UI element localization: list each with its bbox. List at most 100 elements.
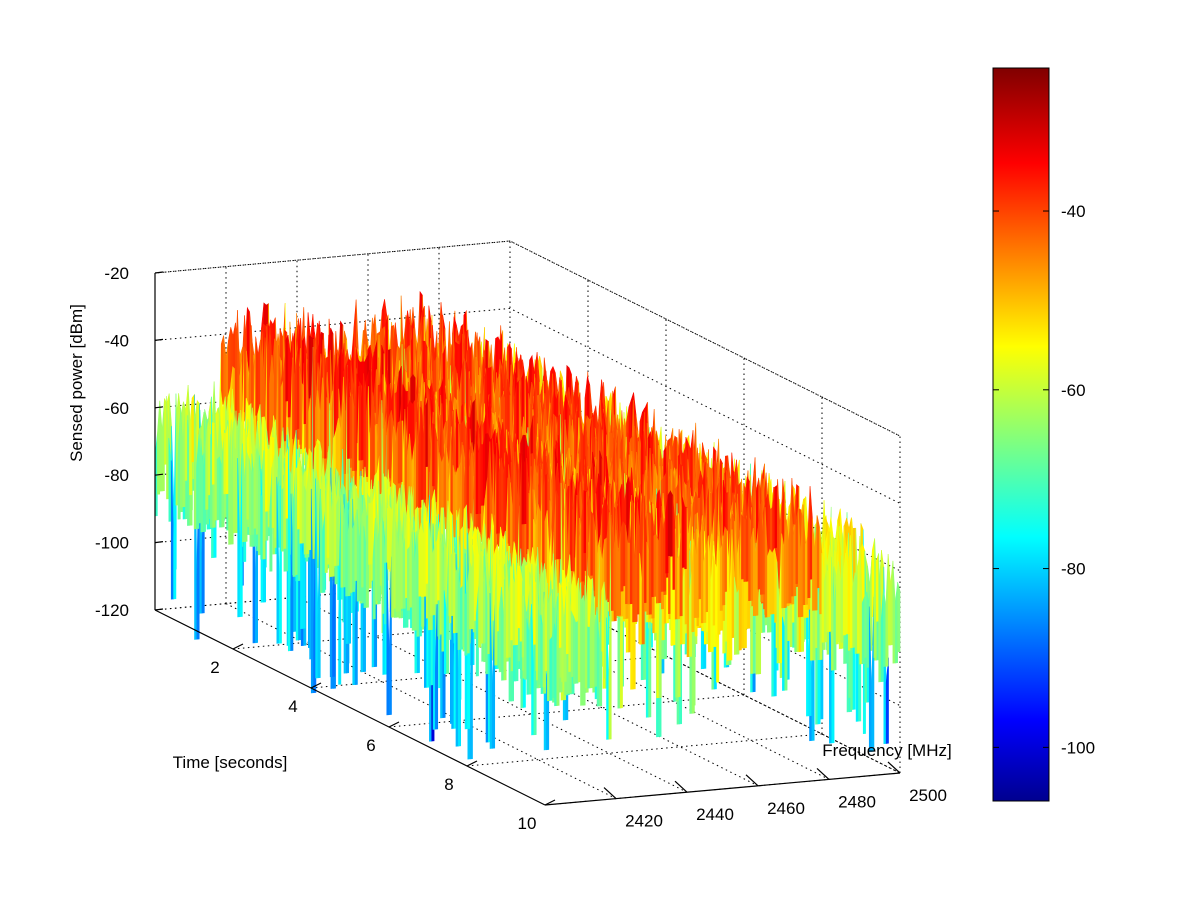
surface-patch [308,334,312,399]
surface-patch [590,509,594,576]
surface-patch [558,482,562,560]
surface-patch [478,444,482,514]
surface-patch [219,456,223,528]
surface-patch [212,422,216,485]
surface-patch [388,410,392,479]
surface-patch [512,579,516,646]
surface-patch [207,418,211,496]
surface-patch [368,503,372,565]
surface-patch [349,393,353,459]
surface-patch [572,496,576,571]
surface-patch [157,400,161,495]
surface-patch [189,400,193,496]
surface-patch [432,543,436,616]
surface-patch [255,336,259,416]
spectrum-surface [154,290,901,760]
surface-patch [267,447,271,512]
surface-patch [510,566,514,641]
surface-patch [280,487,284,552]
surface-patch [583,490,587,554]
surface-patch [354,509,358,582]
surface-patch [397,420,401,484]
surface-patch [230,421,234,545]
surface-patch [537,609,541,685]
surface-patch [407,545,411,611]
surface-patch [269,467,273,572]
surface-patch [297,457,301,530]
surface-patch [498,457,502,534]
surface-patch [386,505,390,570]
surface-patch [448,539,452,617]
surface-patch [482,569,486,644]
surface-patch [361,516,365,588]
surface-patch [460,585,464,650]
surface-patch [517,564,521,629]
surface-patch [253,453,257,529]
surface-patch [377,524,381,601]
surface-patch [299,367,303,445]
surface-patch [225,421,229,495]
surface-patch [182,409,186,508]
surface-patch [402,537,406,609]
surface-patch [425,398,429,467]
surface-patch [425,520,429,584]
surface-patch [262,432,266,560]
surface-patch [239,443,243,617]
surface-patch [455,567,459,634]
surface-patch [434,538,438,605]
surface-patch [400,420,404,483]
surface-patch [251,467,255,535]
surface-patch [432,423,436,487]
surface-patch [533,576,537,645]
surface-patch [303,353,307,425]
z-gridline [154,240,901,437]
surface-patch [358,386,362,461]
surface-patch [540,622,544,688]
surface-patch [384,562,388,625]
surface-patch [423,520,427,597]
surface-patch [434,425,438,503]
surface-patch [555,490,559,560]
surface-patch [464,591,468,656]
surface-patch [521,595,525,658]
surface-patch [336,497,340,566]
surface-patch [248,458,252,536]
surface-patch [271,455,275,529]
surface-patch [184,409,188,481]
surface-patch [443,447,447,518]
surface-patch [220,335,224,405]
surface-patch [480,444,484,506]
surface-patch [196,434,200,530]
surface-patch [351,394,355,472]
surface-patch [469,561,473,630]
surface-patch [294,348,298,439]
surface-patch [523,457,527,525]
surface-patch [161,398,165,492]
surface-patch [471,559,475,630]
surface-patch [285,446,289,519]
surface-patch [303,485,307,555]
surface-patch [592,514,596,591]
surface-patch [526,618,530,695]
surface-patch [283,340,287,442]
time-floor-gridline [466,733,823,767]
surface-patch [159,400,163,492]
surface-patch [285,334,289,402]
surface-patch [260,492,264,560]
surface-patch [409,531,413,608]
surface-patch [352,519,356,593]
surface-patch [420,522,424,597]
surface-patch [452,465,456,538]
surface-patch [418,522,422,597]
surface-patch [191,400,195,463]
surface-patch [482,433,486,506]
surface-patch [516,379,520,445]
surface-patch [205,418,209,510]
surface-patch [507,476,511,544]
surface-patch [460,525,464,591]
surface-patch [177,417,181,520]
surface-patch [173,393,177,600]
surface-patch [246,451,250,520]
surface-patch [521,452,525,525]
